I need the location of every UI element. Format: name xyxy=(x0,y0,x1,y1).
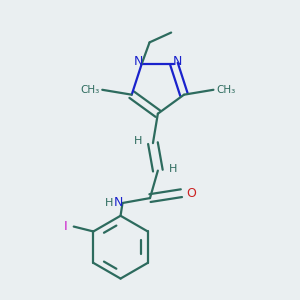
Text: H: H xyxy=(134,136,142,146)
Text: H: H xyxy=(105,198,113,208)
Text: I: I xyxy=(64,220,68,233)
Text: CH₃: CH₃ xyxy=(80,85,99,95)
Text: N: N xyxy=(172,55,182,68)
Text: CH₃: CH₃ xyxy=(217,85,236,95)
Text: N: N xyxy=(134,55,143,68)
Text: N: N xyxy=(114,196,123,208)
Text: O: O xyxy=(186,187,196,200)
Text: H: H xyxy=(168,164,177,174)
